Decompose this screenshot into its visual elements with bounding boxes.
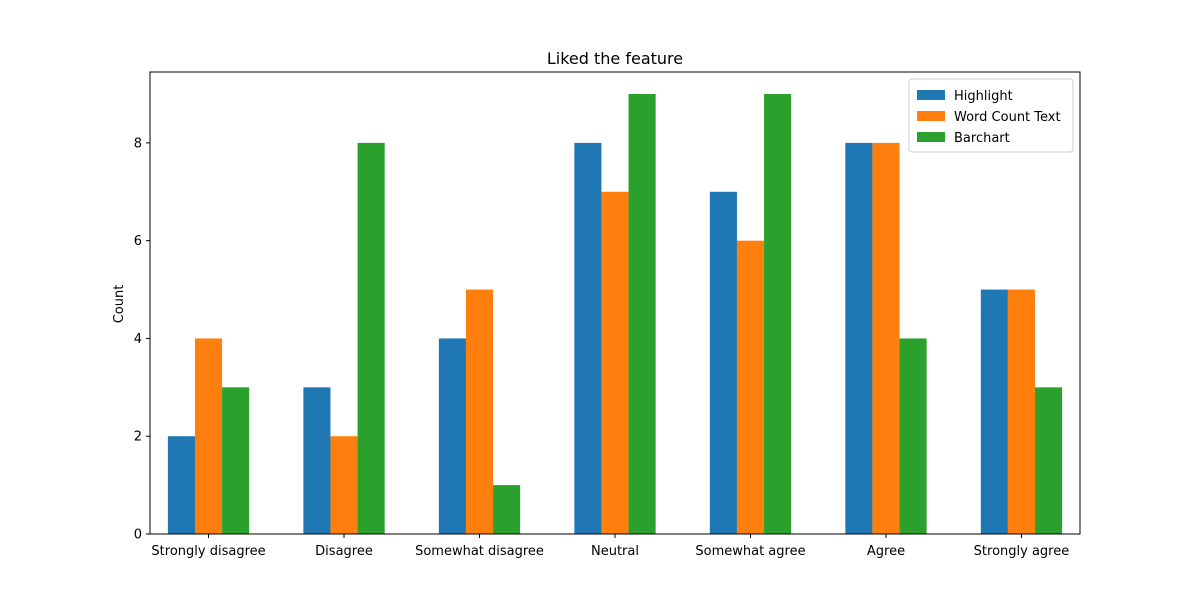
bar xyxy=(601,191,629,534)
y-axis-ticks: 0 2 4 6 8 xyxy=(134,136,150,543)
y-axis-label: Count xyxy=(112,285,127,324)
bar xyxy=(330,436,358,534)
bar xyxy=(845,142,873,534)
y-tick-label: 8 xyxy=(134,136,142,151)
bar xyxy=(357,142,385,534)
bar xyxy=(438,338,466,534)
bar xyxy=(194,338,223,534)
y-tick-label: 0 xyxy=(134,528,142,543)
x-axis-ticks: Strongly disagree Disagree Somewhat disagr… xyxy=(151,534,1069,559)
x-tick-label: Somewhat agree xyxy=(695,544,805,559)
x-tick-label: Neutral xyxy=(591,544,639,559)
bar xyxy=(1007,289,1036,534)
bar xyxy=(736,240,765,535)
bar xyxy=(764,94,792,534)
legend-box xyxy=(908,78,1074,153)
x-tick-label: Strongly disagree xyxy=(151,544,265,559)
x-tick-label: Somewhat disagree xyxy=(415,544,544,559)
legend-label: Barchart xyxy=(954,131,1010,146)
legend-label: Highlight xyxy=(954,89,1013,104)
bar xyxy=(303,387,331,534)
plot-frame xyxy=(149,71,1081,535)
y-tick-label: 4 xyxy=(134,332,142,347)
bar xyxy=(709,191,737,534)
bar xyxy=(628,94,656,534)
bar xyxy=(1035,387,1063,534)
bar xyxy=(980,289,1008,534)
x-tick-label: Strongly agree xyxy=(974,544,1070,559)
legend-swatch xyxy=(917,132,945,142)
legend: Highlight Word Count Text Barchart xyxy=(908,78,1074,153)
x-tick-label: Disagree xyxy=(315,544,373,559)
bar xyxy=(872,142,900,534)
legend-swatch xyxy=(917,90,945,100)
bar xyxy=(899,338,927,534)
x-tick-label: Agree xyxy=(867,544,905,559)
bars-layer xyxy=(167,94,1063,535)
bar xyxy=(465,289,494,534)
bar xyxy=(574,142,602,534)
y-tick-label: 2 xyxy=(134,430,142,445)
bar xyxy=(493,485,521,534)
bar xyxy=(222,387,250,534)
legend-swatch xyxy=(917,111,945,121)
chart-title: Liked the feature xyxy=(547,49,683,68)
legend-label: Word Count Text xyxy=(954,110,1061,125)
y-tick-label: 6 xyxy=(134,234,142,249)
bar xyxy=(167,436,195,534)
